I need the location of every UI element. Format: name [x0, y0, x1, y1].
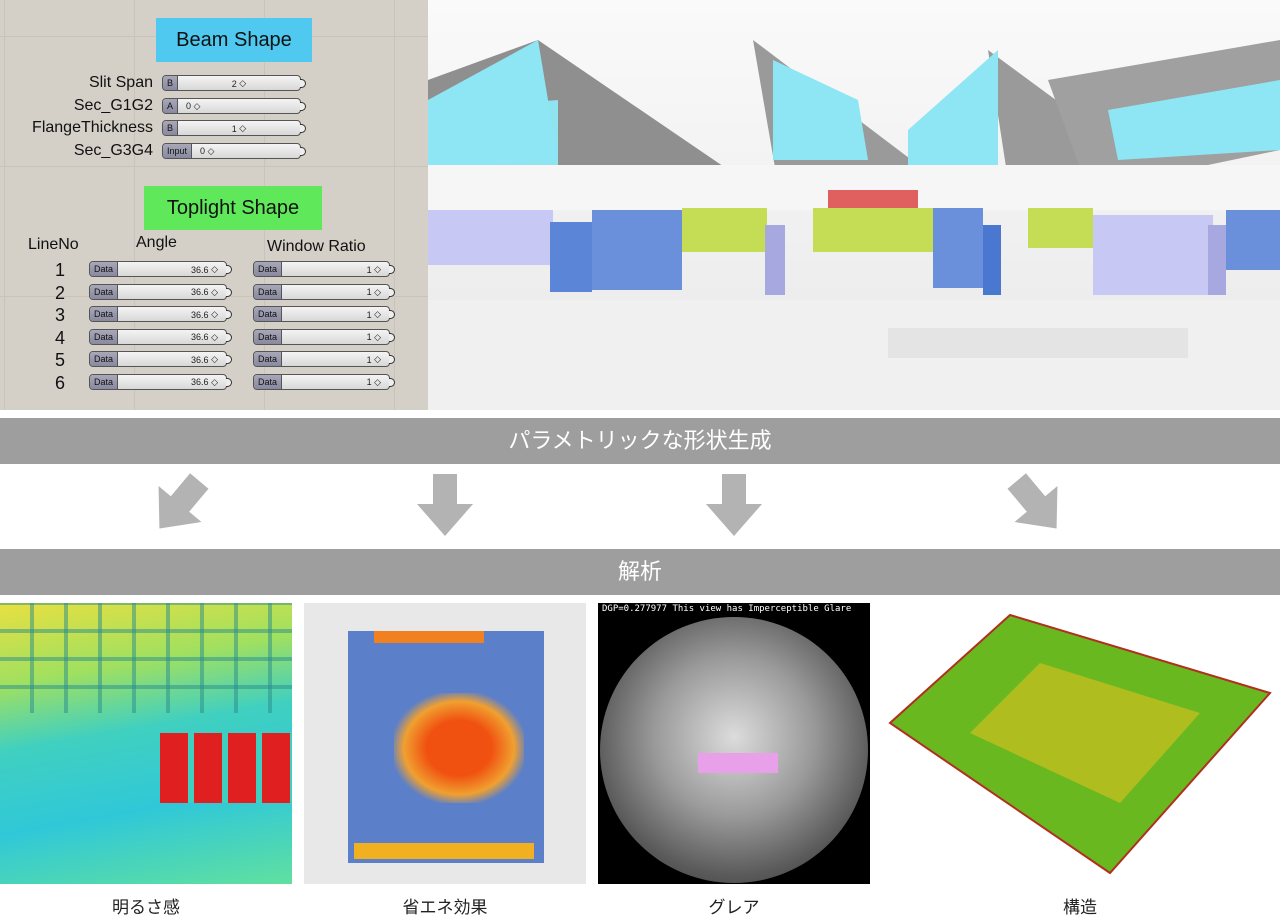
angle-slider[interactable]: Data 36.6 ◇: [89, 261, 232, 277]
angle-slider[interactable]: Data 36.6 ◇: [89, 351, 232, 367]
slider-tag: B: [163, 121, 179, 135]
arrow-down-icon: [417, 474, 473, 536]
slider-tag: A: [163, 98, 179, 113]
angle-slider[interactable]: Data 36.6 ◇: [89, 328, 232, 345]
output-grip[interactable]: [226, 287, 232, 297]
energy-saving-heatmap: [304, 603, 586, 884]
output-grip[interactable]: [226, 355, 232, 364]
slider-tag: Data: [254, 262, 283, 276]
grasshopper-canvas: Beam Shape Slit Span B 2 ◇ Sec_G1G2 A 0 …: [0, 0, 428, 410]
beam-shape-group: Beam Shape: [156, 18, 312, 62]
slider-value: 36.6: [191, 309, 209, 320]
header-angle: Angle: [136, 234, 177, 251]
beam-param-slider[interactable]: Input 0 ◇: [162, 142, 306, 159]
angle-slider[interactable]: Data 36.6 ◇: [89, 306, 232, 322]
slider-value: 1: [366, 309, 372, 320]
toplight-shape-group: Toplight Shape: [144, 186, 322, 230]
glare-fisheye-image: DGP=0.277977 This view has Imperceptible…: [598, 603, 870, 884]
3d-roof-render: [428, 0, 1280, 410]
line-number: 5: [54, 350, 65, 370]
slider-tag: Data: [254, 374, 283, 389]
output-grip[interactable]: [300, 146, 306, 156]
param-label: Slit Span: [88, 74, 153, 91]
slider-value: 1: [366, 287, 372, 297]
slider-value: 1: [366, 377, 372, 387]
output-grip[interactable]: [300, 124, 306, 133]
slider-tag: Data: [90, 329, 119, 344]
header-lineno: LineNo: [28, 236, 79, 253]
output-grip[interactable]: [226, 377, 232, 387]
param-label: Sec_G3G4: [73, 141, 153, 159]
header-window-ratio: Window Ratio: [267, 238, 366, 255]
param-label: FlangeThickness: [32, 119, 153, 136]
slider-value: 36.6: [191, 354, 209, 365]
structure-analysis-image: [880, 603, 1280, 884]
output-grip[interactable]: [300, 79, 306, 88]
caption-structure: 構造: [1063, 898, 1097, 917]
window-ratio-slider[interactable]: Data 1 ◇: [253, 328, 395, 345]
line-number: 6: [54, 372, 65, 393]
line-number: 3: [54, 305, 65, 325]
window-ratio-slider[interactable]: Data 1 ◇: [253, 373, 395, 390]
banner-analysis: 解析: [0, 549, 1280, 595]
caption-energy-saving: 省エネ効果: [402, 898, 488, 917]
param-label: Sec_G1G2: [73, 96, 153, 114]
slider-value: 36.6: [191, 287, 209, 297]
slider-tag: B: [163, 76, 179, 90]
beam-param-slider[interactable]: A 0 ◇: [162, 97, 306, 114]
slider-value: 2: [231, 78, 237, 89]
window-ratio-slider[interactable]: Data 1 ◇: [253, 306, 395, 322]
glare-result-text: DGP=0.277977 This view has Imperceptible…: [602, 604, 852, 614]
slider-value: 36.6: [191, 264, 209, 275]
slider-value: 1: [366, 264, 372, 275]
beam-param-slider[interactable]: B 1 ◇: [162, 120, 306, 136]
output-grip[interactable]: [389, 310, 395, 319]
angle-slider[interactable]: Data 36.6 ◇: [89, 373, 232, 390]
slider-tag: Data: [254, 352, 283, 366]
slider-tag: Data: [254, 284, 283, 299]
slider-tag: Data: [90, 307, 119, 321]
slider-tag: Data: [90, 262, 119, 276]
slider-value: 0: [186, 101, 192, 111]
output-grip[interactable]: [226, 265, 232, 274]
line-number: 1: [54, 260, 65, 280]
arrow-down-icon: [158, 473, 209, 529]
window-ratio-slider[interactable]: Data 1 ◇: [253, 351, 395, 367]
arrow-down-icon: [1007, 473, 1058, 529]
slider-tag: Data: [254, 307, 283, 321]
window-ratio-slider[interactable]: Data 1 ◇: [253, 261, 395, 277]
output-grip[interactable]: [389, 287, 395, 297]
output-grip[interactable]: [389, 332, 395, 342]
output-grip[interactable]: [226, 310, 232, 319]
output-grip[interactable]: [300, 101, 306, 111]
slider-tag: Data: [254, 329, 283, 344]
slider-value: 1: [231, 123, 237, 134]
slider-value: 36.6: [191, 377, 209, 387]
slider-value: 1: [366, 354, 372, 365]
output-grip[interactable]: [389, 377, 395, 387]
output-grip[interactable]: [389, 355, 395, 364]
brightness-analysis-image: [0, 603, 292, 884]
caption-brightness: 明るさ感: [112, 898, 180, 917]
angle-slider[interactable]: Data 36.6 ◇: [89, 283, 232, 300]
slider-tag: Data: [90, 284, 119, 299]
window-ratio-slider[interactable]: Data 1 ◇: [253, 283, 395, 300]
slider-value: 1: [366, 332, 372, 342]
beam-param-slider[interactable]: B 2 ◇: [162, 75, 306, 91]
output-grip[interactable]: [389, 265, 395, 274]
slider-tag: Data: [90, 374, 119, 389]
line-number: 4: [54, 327, 65, 348]
banner-parametric-generation: パラメトリックな形状生成: [0, 418, 1280, 464]
line-number: 2: [54, 282, 65, 303]
slider-tag: Input: [163, 143, 193, 158]
slider-tag: Data: [90, 352, 119, 366]
caption-glare: グレア: [708, 898, 760, 917]
slider-value: 0: [200, 146, 206, 156]
arrow-down-icon: [706, 474, 762, 536]
output-grip[interactable]: [226, 332, 232, 342]
slider-value: 36.6: [191, 332, 209, 342]
